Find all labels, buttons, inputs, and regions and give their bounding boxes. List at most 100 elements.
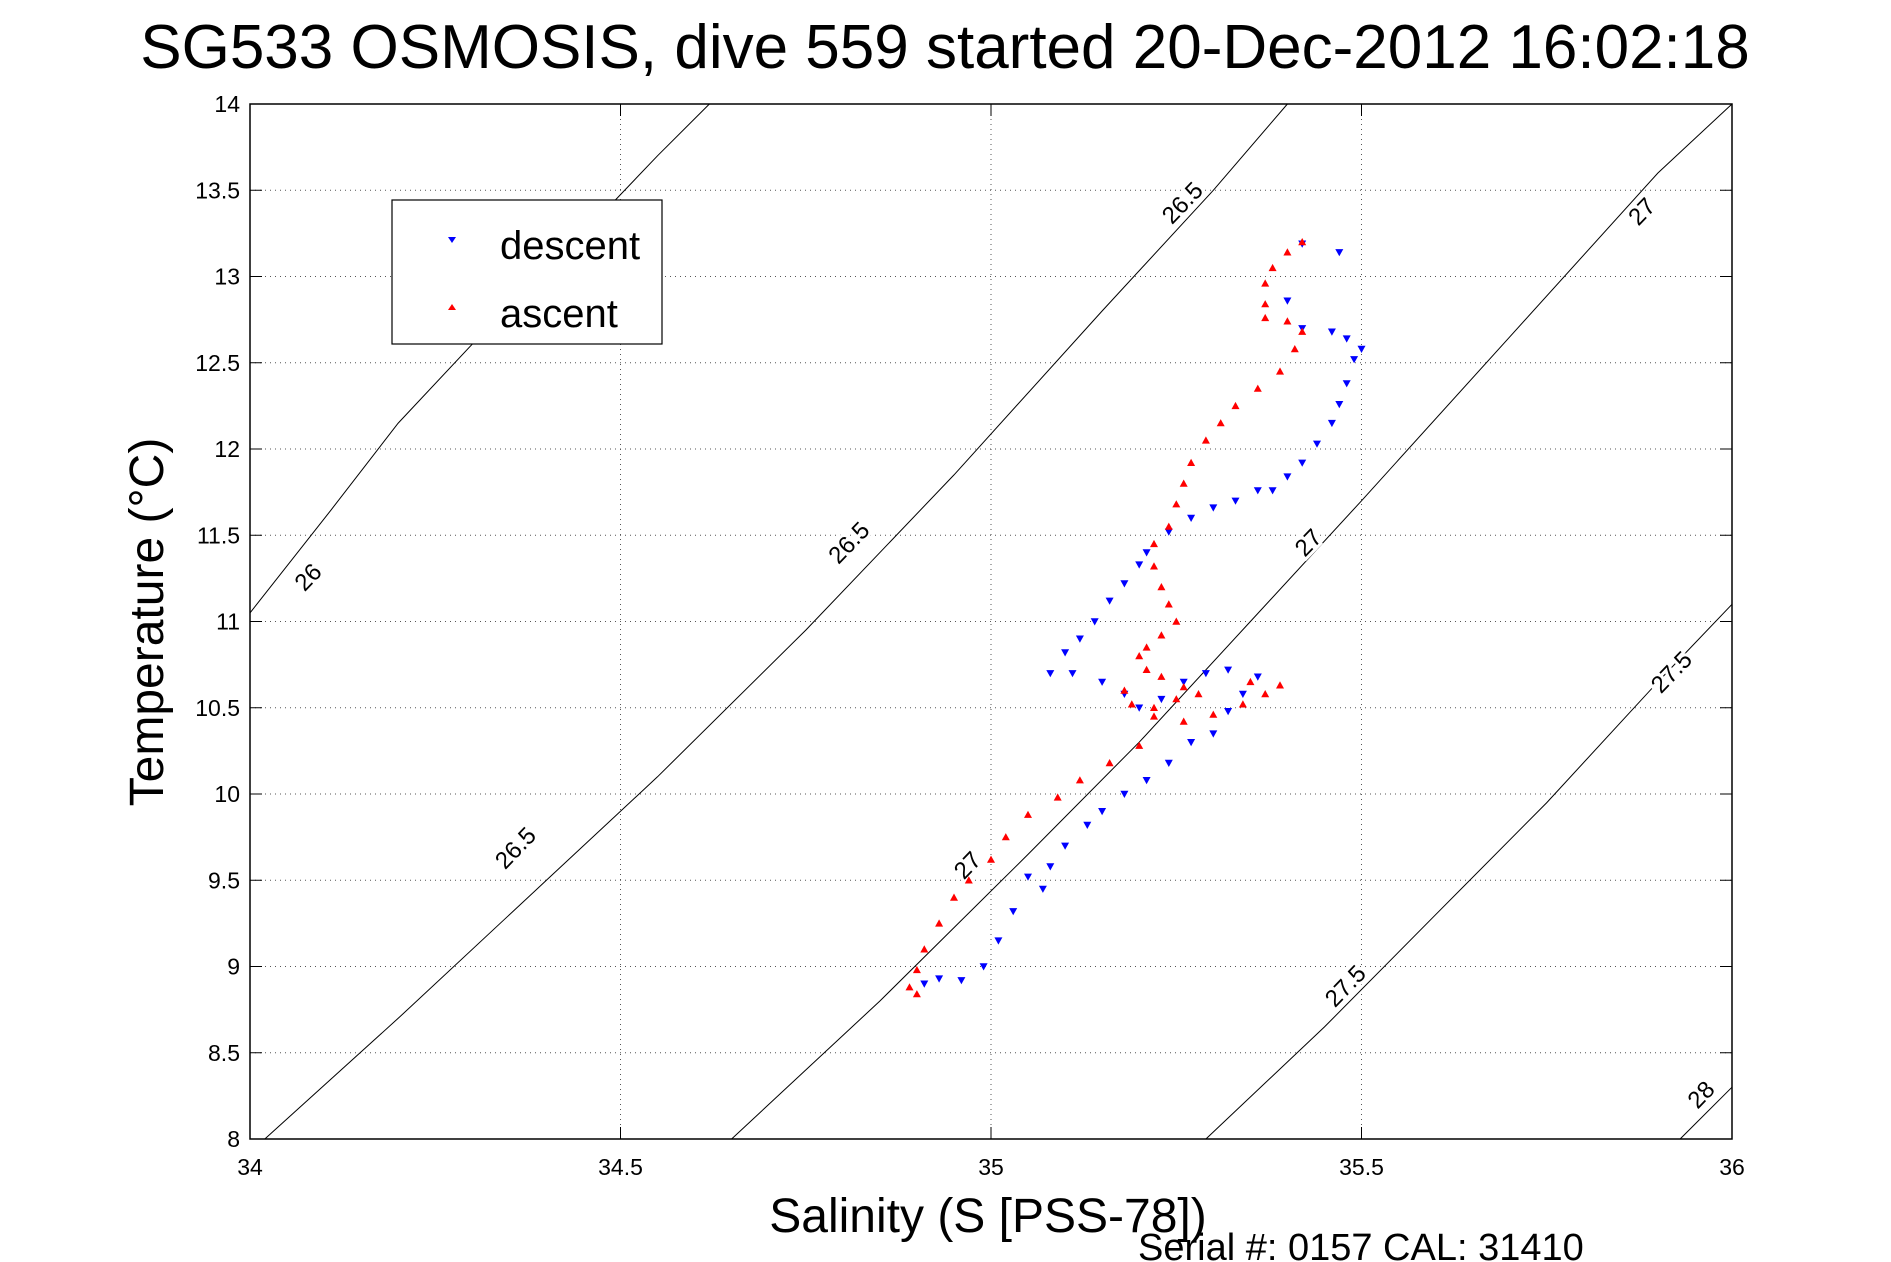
- descent-point: [1083, 821, 1092, 829]
- descent-point: [1231, 497, 1240, 505]
- ascent-point: [1283, 248, 1292, 256]
- descent-point: [1187, 739, 1196, 747]
- density-contour-label: 27: [1623, 193, 1661, 231]
- x-axis-label: Salinity (S [PSS-78]): [769, 1190, 1206, 1243]
- density-contour-label: 26.5: [490, 822, 542, 874]
- descent-point: [1253, 673, 1262, 681]
- ascent-point: [920, 945, 929, 953]
- ascent-point: [1150, 703, 1158, 711]
- descent-point: [1313, 440, 1321, 448]
- ascent-point: [935, 919, 944, 927]
- ascent-point: [1157, 583, 1166, 591]
- descent-point: [1068, 670, 1077, 678]
- ascent-point: [1261, 300, 1270, 308]
- ascent-point: [1187, 458, 1196, 466]
- descent-point: [1046, 863, 1055, 871]
- density-contour-label: 26.5: [1157, 177, 1209, 229]
- descent-point: [1342, 380, 1351, 388]
- descent-point: [994, 937, 1003, 945]
- descent-point: [1135, 704, 1144, 712]
- ascent-point: [1105, 759, 1114, 767]
- ascent-point: [1157, 672, 1166, 680]
- descent-point: [1142, 777, 1151, 785]
- ascent-point: [987, 855, 995, 863]
- y-tick-label: 8: [227, 1126, 240, 1152]
- axis-ticks: 34 34.5 35 35.5 36 8 8.5 9 9.5 10 10.5 11 11.5 12 12.5…: [195, 91, 1745, 1180]
- density-contour-label: 26.5: [823, 517, 875, 569]
- descent-point: [1268, 487, 1277, 495]
- data-points: [905, 238, 1366, 998]
- ascent-point: [1276, 367, 1284, 375]
- descent-point: [1157, 695, 1166, 704]
- ascent-point: [1053, 793, 1062, 801]
- ascent-point: [1142, 665, 1151, 673]
- y-tick-label: 9.5: [208, 867, 240, 893]
- descent-point: [1327, 419, 1336, 428]
- legend-ascent-label: ascent: [500, 292, 618, 336]
- descent-point: [1105, 597, 1114, 605]
- x-tick-label: 34.5: [598, 1154, 643, 1180]
- ascent-point: [1135, 652, 1144, 660]
- legend: descent ascent: [391, 199, 663, 345]
- ascent-point: [1179, 717, 1188, 725]
- ascent-point: [1075, 776, 1084, 784]
- descent-point: [1201, 670, 1210, 678]
- y-tick-label: 14: [214, 91, 240, 117]
- density-contour-27.5: [1205, 603, 1733, 1140]
- density-contour-label: 28: [1683, 1076, 1721, 1114]
- descent-point: [1024, 873, 1032, 881]
- ascent-point: [1135, 741, 1144, 749]
- ascent-point: [1261, 690, 1270, 698]
- ascent-point: [1261, 279, 1270, 287]
- y-axis-label: Temperature (°C): [121, 438, 174, 807]
- y-tick-label: 10: [214, 781, 240, 807]
- density-contour-label: 27.5: [1320, 960, 1372, 1012]
- ascent-point: [1172, 617, 1181, 625]
- ascent-point: [1157, 631, 1166, 639]
- ascent-point: [1298, 327, 1307, 335]
- ascent-point: [1127, 700, 1136, 708]
- y-tick-label: 11: [216, 609, 240, 635]
- descent-point: [1120, 580, 1129, 588]
- y-tick-label: 13: [214, 264, 240, 290]
- descent-point: [1179, 678, 1188, 686]
- ascent-point: [1290, 345, 1299, 353]
- descent-point: [1335, 401, 1344, 409]
- y-tick-label: 8.5: [208, 1040, 240, 1066]
- descent-point: [1164, 528, 1173, 536]
- ascent-point: [1268, 263, 1277, 272]
- ascent-point: [1150, 539, 1158, 548]
- y-tick-label: 9: [227, 954, 240, 980]
- descent-point: [1075, 635, 1084, 643]
- ascent-point: [1001, 833, 1010, 841]
- legend-descent-label: descent: [500, 224, 640, 268]
- density-contour-label: 27: [1290, 524, 1328, 562]
- descent-point: [1283, 473, 1292, 481]
- descent-point: [957, 977, 966, 985]
- descent-point: [1342, 335, 1351, 343]
- density-contour-27: [731, 103, 1733, 1140]
- density-contour-28: [1679, 1086, 1733, 1140]
- y-tick-label: 11.5: [197, 522, 240, 548]
- ascent-point: [1120, 686, 1129, 694]
- descent-point: [1253, 487, 1262, 495]
- descent-point: [1298, 459, 1307, 467]
- ascent-point: [905, 983, 914, 991]
- descent-point: [1224, 708, 1233, 716]
- ascent-point: [1231, 401, 1240, 410]
- ascent-point: [1216, 419, 1225, 427]
- descent-point: [1238, 690, 1247, 698]
- ascent-point: [912, 965, 921, 974]
- density-contour-label: 26: [289, 559, 327, 597]
- ascent-point: [1201, 436, 1210, 444]
- density-contour-26: [249, 103, 710, 614]
- descent-point: [1090, 618, 1099, 626]
- descent-point: [1224, 666, 1233, 674]
- ascent-point: [1283, 317, 1292, 325]
- chart-title: SG533 OSMOSIS, dive 559 started 20-Dec-2…: [140, 13, 1750, 82]
- ascent-point: [964, 876, 973, 884]
- descent-point: [1120, 790, 1129, 798]
- descent-point: [979, 963, 988, 971]
- x-tick-label: 35.5: [1339, 1154, 1384, 1180]
- descent-point: [1098, 678, 1107, 686]
